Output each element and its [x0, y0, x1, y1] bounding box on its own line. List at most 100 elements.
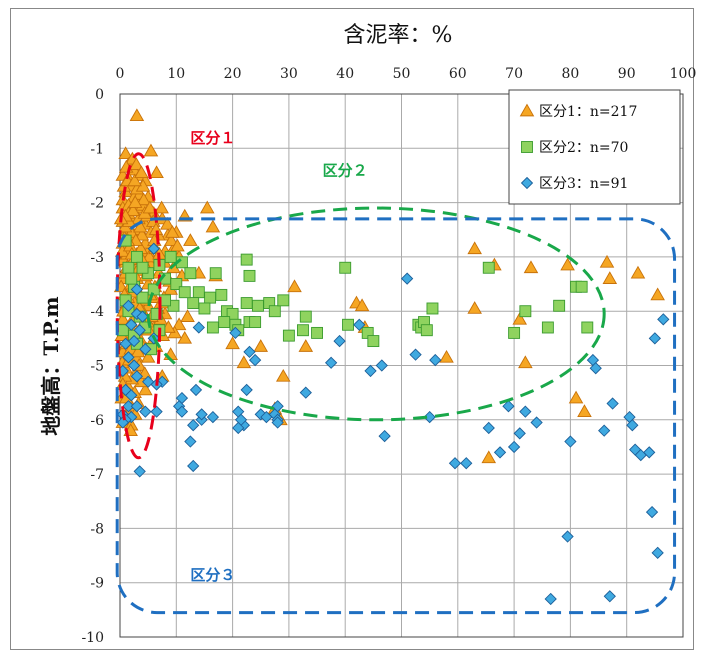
data-point-diamond — [645, 505, 659, 519]
data-point-diamond — [589, 362, 602, 375]
data-point-square — [116, 324, 129, 337]
legend-marker-diamond — [520, 176, 534, 190]
y-tick-label: -7 — [90, 467, 104, 483]
data-point-diamond — [271, 400, 284, 413]
data-point-diamond — [657, 313, 670, 326]
data-point-square — [240, 253, 253, 266]
data-point-square — [209, 267, 222, 280]
x-tick-label: 40 — [336, 66, 354, 82]
data-point-diamond — [364, 364, 377, 378]
data-point-triangle — [518, 355, 533, 369]
data-point-square — [249, 316, 262, 329]
data-point-triangle — [125, 203, 141, 217]
data-point-diamond — [240, 383, 253, 397]
data-point-triangle — [467, 241, 482, 255]
data-point-square — [240, 297, 253, 310]
x-tick-label: 90 — [618, 66, 636, 82]
series-diamond — [116, 242, 670, 606]
data-point-diamond — [139, 405, 152, 418]
data-point-diamond — [353, 318, 366, 331]
data-point-diamond — [482, 421, 495, 435]
data-point-triangle — [568, 390, 584, 404]
data-point-triangle — [143, 143, 159, 157]
data-point-square — [122, 261, 135, 274]
data-point-diamond — [519, 405, 532, 418]
data-point-triangle — [136, 192, 151, 206]
data-point-diamond — [192, 321, 205, 334]
data-point-diamond — [189, 383, 203, 397]
data-point-square — [508, 326, 521, 339]
data-point-square — [218, 316, 231, 329]
data-point-diamond — [130, 400, 144, 413]
data-point-diamond — [150, 405, 163, 418]
data-point-diamond — [175, 405, 189, 418]
data-point-square — [311, 326, 323, 339]
data-point-square — [125, 272, 138, 285]
data-point-diamond — [648, 332, 661, 345]
data-point-triangle — [170, 238, 185, 252]
data-point-triangle — [160, 216, 175, 230]
data-point-triangle — [287, 279, 302, 293]
y-tick-label: -9 — [90, 576, 104, 592]
x-tick-labels: 0 10 20 30 40 50 60 70 80 90 100 — [116, 66, 697, 82]
data-point-triangle — [132, 219, 148, 233]
data-point-square — [204, 291, 217, 304]
data-point-square — [426, 302, 439, 315]
data-point-triangle — [354, 298, 370, 312]
x-tick-label: 60 — [449, 66, 467, 82]
legend-label: 区分2：n=70 — [539, 140, 628, 156]
data-point-diamond — [133, 465, 146, 478]
data-point-triangle — [560, 257, 575, 271]
legend-marker-square — [521, 141, 533, 153]
data-point-triangle — [127, 173, 142, 187]
data-point-triangle — [177, 330, 193, 344]
data-point-square — [297, 324, 309, 337]
data-point-diamond — [530, 416, 543, 429]
y-axis-label: 地盤高：T.P.m — [39, 296, 63, 435]
data-point-square — [184, 267, 197, 280]
data-point-triangle — [171, 317, 187, 331]
data-point-triangle — [512, 311, 528, 325]
data-point-diamond — [333, 334, 346, 348]
data-point-diamond — [206, 410, 220, 424]
data-point-square — [178, 286, 191, 299]
data-point-square — [342, 318, 354, 331]
x-tick-label: 80 — [561, 66, 579, 82]
data-point-triangle — [115, 311, 131, 325]
x-tick-label: 20 — [224, 66, 242, 82]
data-point-diamond — [125, 318, 138, 331]
data-point-diamond — [409, 348, 422, 361]
data-point-triangle — [129, 157, 144, 170]
data-point-square — [130, 250, 143, 263]
gridlines — [119, 93, 684, 638]
data-point-diamond — [603, 590, 616, 603]
data-point-triangle — [140, 349, 156, 363]
data-point-diamond — [130, 370, 144, 383]
data-point-triangle — [650, 287, 665, 301]
y-tick-label: -2 — [90, 196, 104, 212]
data-point-square — [339, 261, 352, 274]
data-point-triangle — [149, 165, 164, 179]
data-point-triangle — [154, 200, 169, 214]
data-point-square — [553, 299, 566, 312]
data-point-square — [420, 324, 433, 337]
data-point-diamond — [232, 421, 245, 435]
data-point-square — [575, 280, 588, 293]
data-point-square — [215, 288, 228, 301]
y-tick-label: -3 — [90, 250, 104, 266]
data-point-square — [206, 321, 219, 334]
data-point-diamond — [423, 410, 436, 424]
data-point-triangle — [599, 254, 615, 268]
legend-marker-triangle — [519, 103, 535, 117]
y-tick-labels: 0 -1 -2 -3 -4 -5 -6 -7 -8 -9 -10 — [81, 87, 104, 646]
x-tick-label: 10 — [167, 66, 185, 82]
data-point-diamond — [122, 400, 135, 413]
y-tick-label: -1 — [90, 141, 104, 157]
data-point-diamond — [248, 353, 262, 367]
data-point-diamond — [195, 408, 208, 421]
chart-title: 含泥率：% — [344, 23, 453, 48]
chart-frame — [10, 8, 694, 650]
data-point-diamond — [324, 356, 338, 369]
data-point-square — [541, 321, 554, 334]
region-outlines — [115, 152, 677, 615]
